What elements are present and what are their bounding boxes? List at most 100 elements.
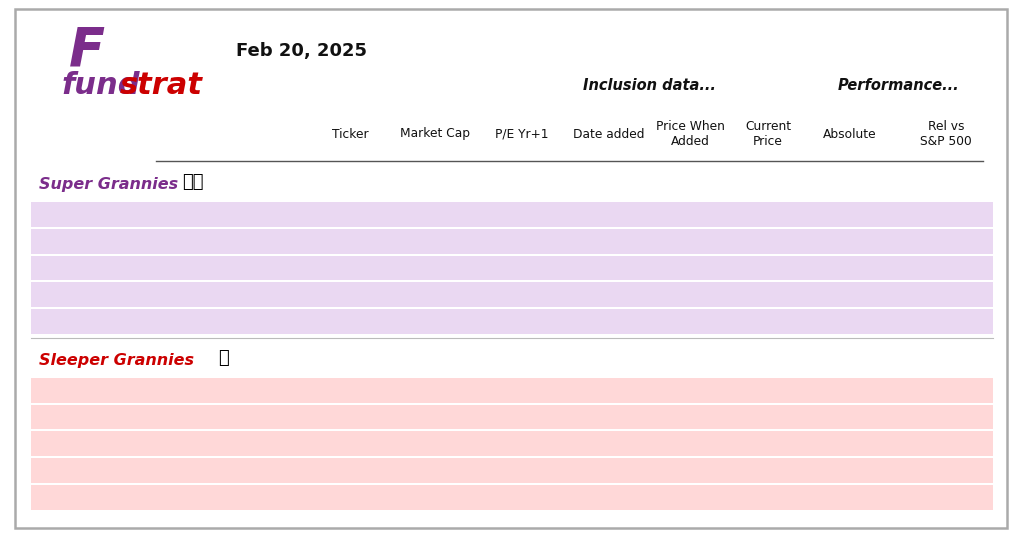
- Text: 2.1%: 2.1%: [931, 384, 962, 397]
- Text: 384.84: 384.84: [746, 288, 790, 301]
- Text: -4.0%: -4.0%: [929, 235, 964, 248]
- Text: 2: 2: [152, 411, 160, 423]
- Text: PYPL: PYPL: [336, 437, 365, 450]
- Text: 168,660: 168,660: [410, 262, 461, 274]
- Text: -1.2%: -1.2%: [929, 315, 964, 328]
- Text: 2/19/2025: 2/19/2025: [577, 464, 640, 477]
- Text: Microsoft Corp: Microsoft Corp: [167, 491, 256, 504]
- Text: 2/19/2025: 2/19/2025: [577, 491, 640, 504]
- Text: 323.92: 323.92: [746, 384, 790, 397]
- Text: 2/19/2025: 2/19/2025: [577, 235, 640, 248]
- Text: Feb 20, 2025: Feb 20, 2025: [236, 42, 367, 60]
- Text: -0.8%: -0.8%: [929, 208, 964, 221]
- Text: Amazon.com Inc: Amazon.com Inc: [167, 315, 268, 328]
- Text: SPGI: SPGI: [336, 262, 365, 274]
- Text: Eaton Corp PLC: Eaton Corp PLC: [167, 464, 262, 477]
- Text: JPMorgan Chase & Co: JPMorgan Chase & Co: [167, 235, 299, 248]
- Text: 1: 1: [152, 208, 160, 221]
- Text: 535.43: 535.43: [746, 262, 790, 274]
- Text: 22.9x: 22.9x: [505, 464, 540, 477]
- Text: MicroStrategy Inc: MicroStrategy Inc: [167, 384, 274, 397]
- Text: -1.3%: -1.3%: [833, 208, 867, 221]
- Text: MSTR: MSTR: [333, 384, 368, 397]
- Text: AMZN: AMZN: [332, 315, 369, 328]
- Text: 1,760,488: 1,760,488: [404, 208, 466, 221]
- Text: 0.0%: 0.0%: [931, 411, 962, 423]
- Text: ETN: ETN: [338, 464, 362, 477]
- Text: 308.82: 308.82: [746, 464, 790, 477]
- Text: 2/19/2025: 2/19/2025: [577, 384, 640, 397]
- Text: 26.7x: 26.7x: [505, 315, 540, 328]
- Text: 2/19/2025: 2/19/2025: [577, 288, 640, 301]
- Text: 114.17: 114.17: [746, 411, 790, 423]
- Text: 2/19/2025: 2/19/2025: [577, 411, 640, 423]
- Text: 76,795: 76,795: [414, 437, 457, 450]
- Text: 🧓: 🧓: [218, 348, 228, 367]
- Text: 4: 4: [152, 464, 160, 477]
- Text: 2: 2: [152, 235, 160, 248]
- Text: Performance...: Performance...: [838, 78, 958, 93]
- Text: 3,093,503: 3,093,503: [404, 491, 466, 504]
- Text: fund: fund: [61, 71, 140, 100]
- Text: Rel vs
S&P 500: Rel vs S&P 500: [921, 120, 972, 148]
- Text: 4: 4: [152, 288, 160, 301]
- Text: 78.36: 78.36: [673, 437, 708, 450]
- Text: 2,362,022: 2,362,022: [404, 315, 466, 328]
- Text: 13.8x: 13.8x: [505, 437, 540, 450]
- Text: 222.88: 222.88: [746, 315, 790, 328]
- Text: Sleeper Grannies: Sleeper Grannies: [39, 353, 194, 368]
- Text: 240,979: 240,979: [410, 288, 461, 301]
- Text: 3: 3: [152, 437, 160, 450]
- Text: 2/19/2025: 2/19/2025: [577, 315, 640, 328]
- Text: Ticker: Ticker: [332, 128, 369, 140]
- Text: Inclusion data...: Inclusion data...: [583, 78, 716, 93]
- Text: 318.67: 318.67: [669, 384, 712, 397]
- Text: Market Cap: Market Cap: [400, 128, 470, 140]
- Text: 1.6%: 1.6%: [835, 384, 865, 397]
- Text: 694.84: 694.84: [746, 208, 790, 221]
- Text: Price When
Added: Price When Added: [655, 120, 725, 148]
- Text: 2/19/2025: 2/19/2025: [577, 262, 640, 274]
- Text: 416.13: 416.13: [746, 491, 790, 504]
- Text: 13.6x: 13.6x: [505, 235, 540, 248]
- Text: Accenture PLC: Accenture PLC: [167, 288, 255, 301]
- Text: -1.7%: -1.7%: [833, 315, 867, 328]
- Text: -0.2%: -0.2%: [833, 464, 867, 477]
- Text: Super Grannies: Super Grannies: [39, 177, 178, 192]
- Text: 27.4x: 27.4x: [505, 288, 540, 301]
- Text: PayPal Holdings Inc: PayPal Holdings Inc: [167, 437, 286, 450]
- Text: 266.80: 266.80: [746, 235, 790, 248]
- Text: ACN: ACN: [337, 288, 364, 301]
- Text: 2/19/2025: 2/19/2025: [577, 208, 640, 221]
- Text: strat: strat: [120, 71, 203, 100]
- Text: 27.7x: 27.7x: [505, 491, 540, 504]
- Text: S&P Global Inc: S&P Global Inc: [167, 262, 256, 274]
- Text: 185,010: 185,010: [410, 411, 461, 423]
- Text: 5: 5: [152, 491, 160, 504]
- Text: -4.5%: -4.5%: [833, 235, 867, 248]
- Text: Advanced Micro Devices: Advanced Micro Devices: [167, 411, 316, 423]
- Text: 114.69: 114.69: [669, 411, 712, 423]
- Text: 27.8x: 27.8x: [505, 262, 540, 274]
- Text: 703.77: 703.77: [669, 208, 712, 221]
- Text: JPM: JPM: [339, 235, 361, 248]
- Text: 0.3%: 0.3%: [835, 491, 865, 504]
- Text: META: META: [334, 208, 367, 221]
- Text: -0.5%: -0.5%: [929, 437, 964, 450]
- Text: MSFT: MSFT: [334, 491, 367, 504]
- Text: AMD: AMD: [336, 411, 365, 423]
- Text: 0.8%: 0.8%: [931, 491, 962, 504]
- Text: Absolute: Absolute: [823, 128, 877, 140]
- Text: 1: 1: [152, 384, 160, 397]
- Text: 309.43: 309.43: [669, 464, 712, 477]
- Text: 5: 5: [152, 315, 160, 328]
- Text: 23.1x: 23.1x: [505, 208, 540, 221]
- Text: 3: 3: [152, 262, 160, 274]
- Text: 🧓🎯: 🧓🎯: [182, 173, 204, 191]
- Text: 746,001: 746,001: [410, 235, 461, 248]
- Text: 83,361: 83,361: [414, 384, 457, 397]
- Text: Current
Price: Current Price: [744, 120, 792, 148]
- Text: 279.25: 279.25: [669, 235, 712, 248]
- Text: F: F: [69, 25, 105, 77]
- Text: P/E Yr+1: P/E Yr+1: [496, 128, 549, 140]
